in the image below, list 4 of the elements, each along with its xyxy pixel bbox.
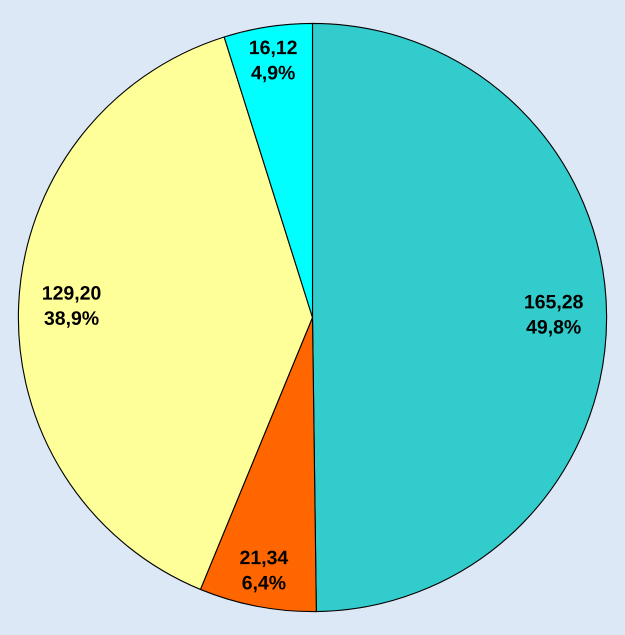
- data-label: 129,20 38,9%: [43, 286, 100, 328]
- data-label: 16,12 4,9%: [250, 40, 297, 82]
- data-label: 165,28 49,8%: [525, 294, 583, 337]
- data-label: 21,34 6,4%: [240, 550, 288, 592]
